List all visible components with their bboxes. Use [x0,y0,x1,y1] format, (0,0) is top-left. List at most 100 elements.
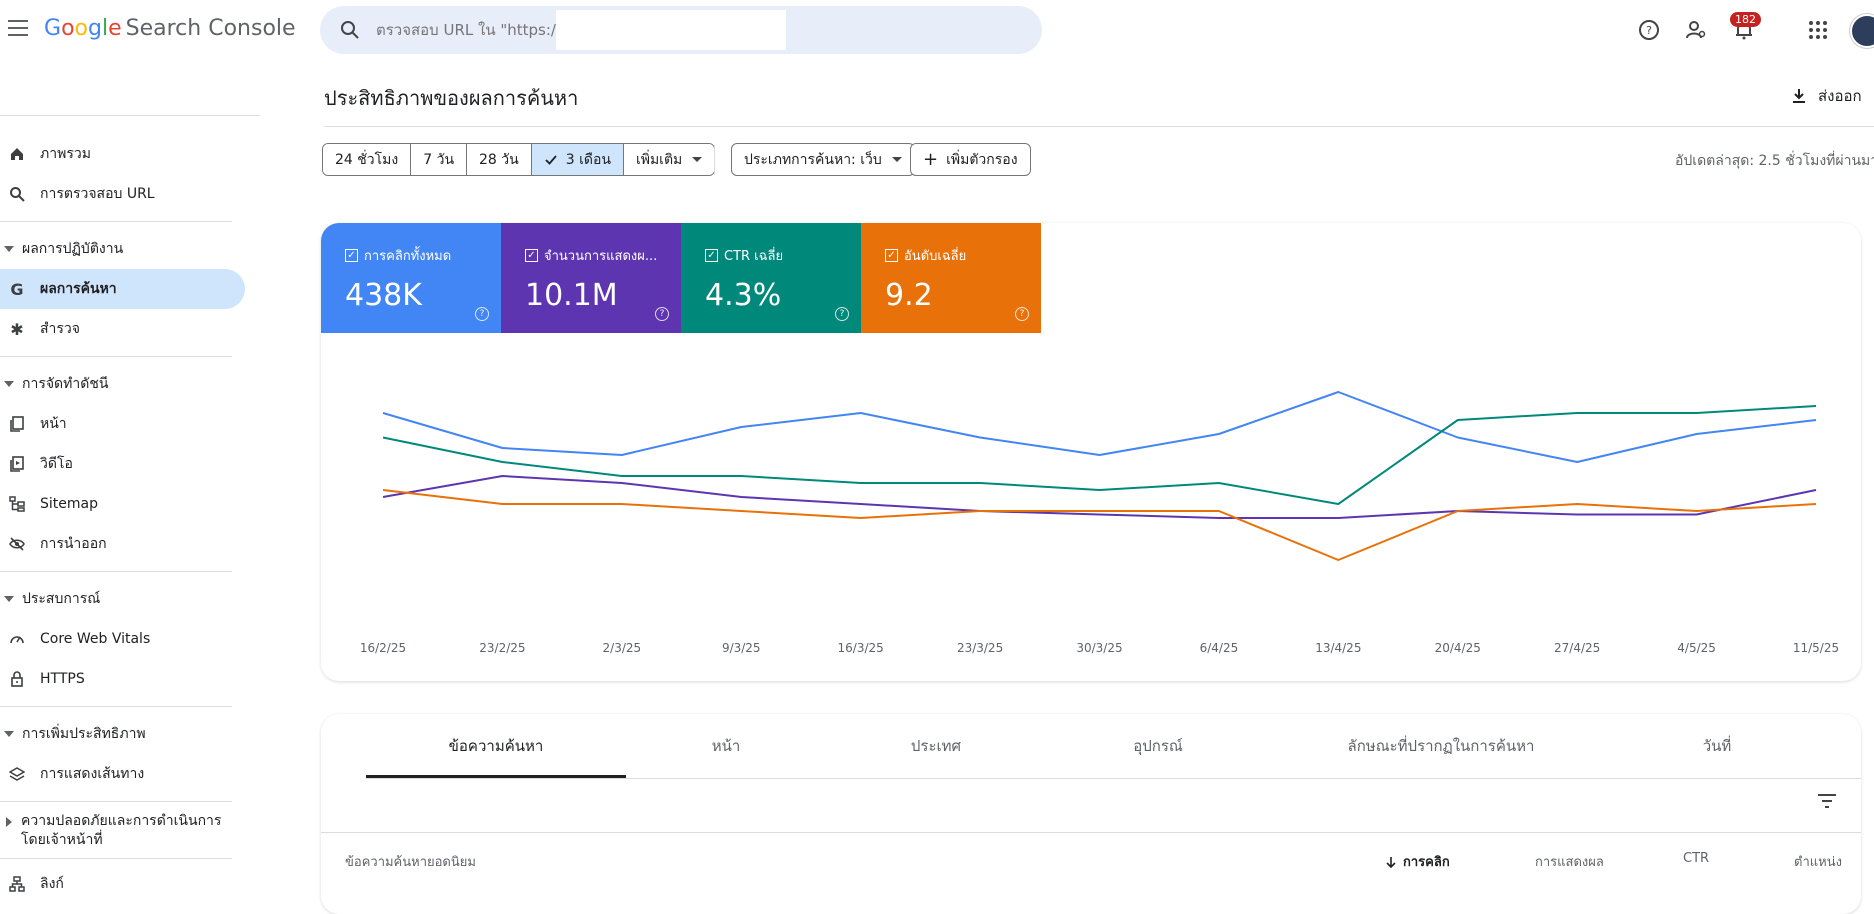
help-icon[interactable]: ? [1015,307,1029,321]
tab-pages[interactable]: หน้า [666,734,786,758]
chip-more[interactable]: เพิ่มเติม [624,144,714,175]
caret-down-icon [4,381,14,387]
sidebar-item-sitemap[interactable]: Sitemap [0,484,245,524]
plus-icon: + [923,151,938,169]
checkbox-checked-icon: ✓ [705,249,718,262]
sidebar-item-video[interactable]: วิดีโอ [0,444,245,484]
tab-search-appearance[interactable]: ลักษณะที่ปรากฏในการค้นหา [1336,734,1546,758]
column-header-top-queries: ข้อความค้นหายอดนิยม [345,851,476,872]
date-range-chips: 24 ชั่วโมง 7 วัน 28 วัน 3 เดือน เพิ่มเติ… [322,143,715,176]
export-button[interactable]: ส่งออก [1790,84,1862,108]
sidebar-divider [0,801,232,802]
tab-queries[interactable]: ข้อความค้นหา [366,734,626,758]
x-tick-label: 4/5/25 [1677,641,1716,655]
filter-label: เพิ่มตัวกรอง [946,149,1017,171]
url-inspection-search[interactable] [320,6,1042,54]
sidebar-item-label: ลิงก์ [40,873,64,895]
chip-24-hours[interactable]: 24 ชั่วโมง [323,144,411,175]
sidebar-item-search-results[interactable]: G ผลการค้นหา [0,269,245,309]
caret-down-icon [4,246,14,252]
asterisk-icon: ✱ [8,320,26,338]
help-icon[interactable]: ? [835,307,849,321]
filter-label: ประเภทการค้นหา: เว็บ [744,149,882,171]
chip-separator [714,145,715,175]
sidebar-item-links[interactable]: ลิงก์ [0,864,245,904]
chevron-down-icon [892,157,902,162]
series-line-0[interactable] [383,392,1816,462]
menu-icon[interactable] [8,20,28,36]
search-type-filter[interactable]: ประเภทการค้นหา: เว็บ [731,143,915,176]
tab-countries[interactable]: ประเทศ [876,734,996,758]
checkbox-checked-icon: ✓ [525,249,538,262]
metric-average-position[interactable]: ✓อันดับเฉลี่ย 9.2 ? [861,223,1041,333]
chip-label: 3 เดือน [566,149,611,171]
links-icon [8,875,26,893]
filter-list-icon[interactable] [1816,792,1838,810]
table-header-divider [321,832,1861,833]
sidebar-section-indexing[interactable]: การจัดทำดัชนี [0,369,245,399]
sidebar-item-https[interactable]: HTTPS [0,659,245,699]
series-line-3[interactable] [383,490,1816,560]
sidebar-item-label: ภาพรวม [40,143,91,165]
sidebar-item-core-web-vitals[interactable]: Core Web Vitals [0,619,245,659]
apps-grid-icon[interactable] [1804,16,1832,44]
section-title: ความปลอดภัยและการดำเนินการโดยเจ้าหน้าที่ [21,812,241,850]
caret-down-icon [4,596,14,602]
sitemap-icon [8,495,26,513]
sidebar-item-breadcrumbs[interactable]: การแสดงเส้นทาง [0,754,245,794]
tab-dates[interactable]: วันที่ [1672,734,1762,758]
help-icon[interactable]: ? [655,307,669,321]
google-wordmark: Google [44,16,122,41]
sidebar-item-removals[interactable]: การนำออก [0,524,245,564]
metric-label: จำนวนการแสดงผ... [544,245,657,266]
download-icon [1790,87,1808,105]
search-icon [338,18,362,42]
x-tick-label: 16/2/25 [360,641,406,655]
section-title: การจัดทำดัชนี [22,373,108,395]
section-title: การเพิ่มประสิทธิภาพ [22,723,146,745]
metric-average-ctr[interactable]: ✓CTR เฉลี่ย 4.3% ? [681,223,861,333]
chip-3-months[interactable]: 3 เดือน [532,144,624,175]
manage-users-icon[interactable] [1682,16,1710,44]
property-selector[interactable] [0,76,260,116]
chip-28-days[interactable]: 28 วัน [467,144,532,175]
sidebar-item-url-inspection[interactable]: การตรวจสอบ URL [0,174,245,214]
sidebar-section-experience[interactable]: ประสบการณ์ [0,584,245,614]
chevron-down-icon [692,157,702,162]
sidebar-section-performance[interactable]: ผลการปฏิบัติงาน [0,234,245,264]
tab-devices[interactable]: อุปกรณ์ [1098,734,1218,758]
sidebar-divider [0,356,232,357]
lock-icon [8,670,26,688]
sidebar-item-pages[interactable]: หน้า [0,404,245,444]
sidebar-item-label: สำรวจ [40,318,80,340]
metric-total-impressions[interactable]: ✓จำนวนการแสดงผ... 10.1M ? [501,223,681,333]
sidebar-item-discover[interactable]: ✱ สำรวจ [0,309,245,349]
sidebar-section-security[interactable]: ความปลอดภัยและการดำเนินการโดยเจ้าหน้าที่ [0,808,245,850]
column-header-impressions[interactable]: การแสดงผล [1535,851,1604,872]
home-icon [8,145,26,163]
x-tick-label: 6/4/25 [1200,641,1239,655]
column-header-position[interactable]: ตำแหน่ง [1794,851,1842,872]
column-header-clicks[interactable]: การคลิก [1385,851,1450,872]
x-tick-label: 20/4/25 [1435,641,1481,655]
section-title: ผลการปฏิบัติงาน [22,238,123,260]
sidebar-item-label: ผลการค้นหา [40,278,117,300]
pages-icon [8,415,26,433]
eye-off-icon [8,535,26,553]
arrow-down-icon [1385,856,1397,868]
column-header-ctr[interactable]: CTR [1683,851,1709,866]
account-avatar[interactable] [1850,14,1874,48]
add-filter-button[interactable]: + เพิ่มตัวกรอง [910,143,1031,176]
sidebar-item-overview[interactable]: ภาพรวม [0,134,245,174]
sidebar-divider [0,221,232,222]
help-icon[interactable]: ? [475,307,489,321]
help-icon[interactable]: ? [1635,16,1663,44]
metric-label: อันดับเฉลี่ย [904,245,966,266]
chip-7-days[interactable]: 7 วัน [411,144,467,175]
sidebar-section-enhancements[interactable]: การเพิ่มประสิทธิภาพ [0,719,245,749]
metric-total-clicks[interactable]: ✓การคลิกทั้งหมด 438K ? [321,223,501,333]
search-icon [8,185,26,203]
export-label: ส่งออก [1818,84,1862,108]
